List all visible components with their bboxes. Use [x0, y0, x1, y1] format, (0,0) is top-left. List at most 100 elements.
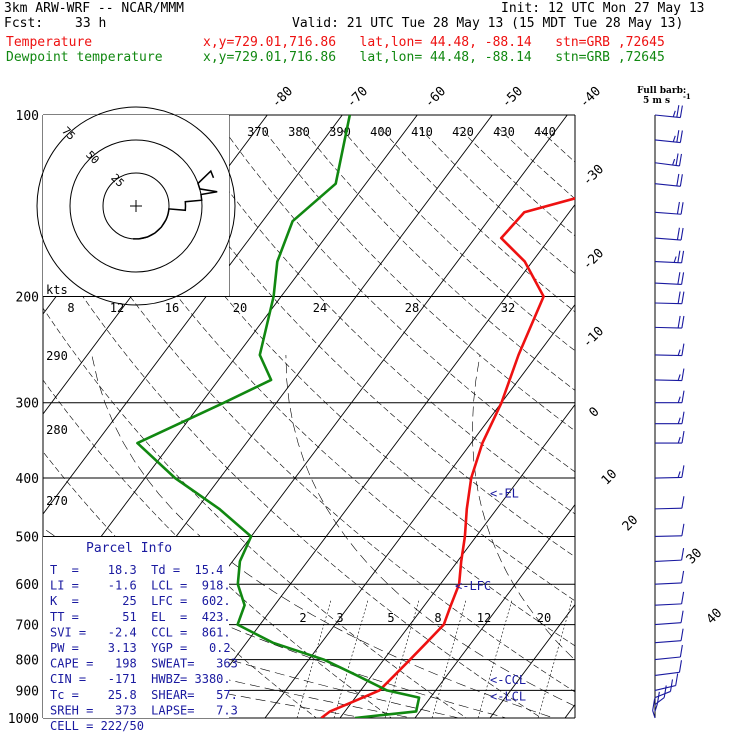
- wind-barb-staff: [654, 211, 682, 215]
- wind-barb-flag: [677, 396, 681, 403]
- wind-barb-flag: [677, 436, 681, 444]
- wind-barb-staff: [654, 690, 671, 699]
- pressure-tick-label: 800: [16, 654, 39, 669]
- wind-barb-staff: [654, 507, 682, 510]
- theta-label: 280: [46, 423, 68, 437]
- isotherm-line: [339, 403, 575, 718]
- level-marker: <-EL: [490, 487, 519, 501]
- theta-label: 270: [46, 494, 68, 508]
- wind-barb-staff: [652, 710, 656, 719]
- wind-barb-flag: [681, 465, 685, 478]
- wind-barb-flag: [680, 628, 684, 641]
- forecast-label: Fcst:: [4, 16, 44, 31]
- wind-scale-label: 8: [67, 301, 74, 315]
- wind-barb-flag: [677, 291, 681, 304]
- parcel-info-row: CELL = 222/50: [50, 719, 144, 733]
- dry-adiabat: [143, 127, 575, 558]
- wind-barb-staff: [654, 703, 658, 712]
- parcel-info-row: TT = 51 EL = 423.: [50, 610, 231, 624]
- dry-adiabat: [182, 127, 575, 515]
- full-barb-label: Full barb:: [637, 86, 686, 96]
- wind-barb-flag: [681, 570, 685, 584]
- wind-barb-flag: [677, 417, 681, 424]
- hodograph-trace: [133, 169, 218, 240]
- temperature-location: x,y=729.01,716.86 lat,lon= 44.48, -88.14…: [203, 35, 665, 50]
- wind-barb-staff: [654, 114, 681, 119]
- wind-scale-label: 32: [501, 301, 515, 315]
- level-marker: <-CCL: [490, 673, 526, 687]
- wind-barb-flag: [676, 130, 680, 143]
- parcel-info-background: [43, 537, 229, 718]
- wind-barb-flag: [681, 291, 685, 304]
- wind-barb-flag: [677, 374, 681, 381]
- wind-scale-label: 24: [313, 301, 327, 315]
- dry-adiabat: [261, 127, 575, 432]
- wind-barb-staff: [654, 535, 682, 538]
- wind-barb-staff: [654, 476, 682, 479]
- isotherm-line: [43, 115, 418, 615]
- parcel-info-row: CIN = -171 HWBZ= 3380.: [50, 672, 231, 686]
- dewpoint-legend: Dewpoint temperature: [6, 50, 163, 65]
- full-barb-unit-exponent: -1: [683, 92, 691, 101]
- wind-barb-flag: [677, 250, 681, 263]
- wind-barb-flag: [681, 315, 685, 329]
- isotherm-label: -40: [577, 84, 604, 111]
- kts-label: kts: [46, 283, 68, 297]
- mixing-ratio-label: 3: [336, 611, 343, 625]
- mixing-ratio-label: 20: [537, 611, 551, 625]
- dry-adiabat: [734, 128, 740, 731]
- wind-barb-flag: [676, 227, 680, 240]
- wind-barb-flag: [677, 315, 681, 329]
- model-title: 3km ARW-WRF -- NCAR/MMM: [4, 1, 185, 16]
- parcel-info-row: PW = 3.13 YGP = 0.2: [50, 641, 231, 655]
- isotherm-line: [630, 87, 740, 730]
- wind-barb-staff: [654, 697, 665, 706]
- wind-barb-staff: [654, 603, 682, 606]
- wind-barb-flag: [672, 110, 676, 118]
- wind-barb-flag: [681, 430, 685, 444]
- parcel-info-title: Parcel Info: [86, 541, 172, 556]
- isotherm-label: -70: [344, 84, 371, 111]
- dry-adiabat: [300, 127, 575, 391]
- wind-scale-label: 28: [405, 301, 419, 315]
- wind-barb-flag: [676, 201, 680, 215]
- dry-adiabat: [104, 127, 575, 602]
- mixing-ratio-line: [431, 599, 467, 718]
- wind-barb-flag: [679, 174, 683, 187]
- dry-adiabat: [64, 127, 575, 647]
- moist-adiabat: [91, 354, 555, 718]
- hodograph-ring: [36, 106, 236, 306]
- mixing-ratio-line: [477, 599, 513, 718]
- pressure-tick-label: 500: [16, 530, 39, 545]
- theta-label: 440: [534, 125, 556, 139]
- wind-barb-flag: [680, 202, 684, 215]
- dry-adiabat: [695, 128, 740, 731]
- theta-label: 410: [411, 125, 433, 139]
- mixing-ratio-label: 5: [387, 611, 394, 625]
- isotherm-label: 20: [620, 513, 642, 535]
- isotherm-label: 10: [599, 467, 621, 489]
- pressure-tick-label: 200: [16, 291, 39, 306]
- wind-barb-flag: [678, 153, 683, 167]
- parcel-info-row: LI = -1.6 LCL = 918.: [50, 579, 231, 593]
- wind-barb-flag: [673, 256, 677, 263]
- wind-barb-flag: [681, 368, 685, 381]
- isotherm-line: [705, 87, 740, 730]
- isotherm-line: [189, 203, 575, 718]
- theta-label: 400: [370, 125, 392, 139]
- moist-adiabat: [43, 633, 414, 718]
- wind-barb-staff: [654, 139, 681, 144]
- dry-adiabat: [656, 128, 740, 731]
- isotherm-line: [43, 115, 343, 515]
- wind-barb-flag: [681, 548, 685, 561]
- moist-adiabat: [43, 656, 367, 718]
- wind-barb-flag: [680, 227, 684, 241]
- isotherm-label: 0: [586, 404, 602, 420]
- temperature-curve: [320, 196, 575, 718]
- wind-barb-flag: [679, 644, 683, 658]
- isotherm-label: -20: [580, 246, 607, 273]
- wind-barb-staff: [654, 302, 682, 305]
- wind-barb-flag: [681, 272, 685, 285]
- wind-barb-flag: [678, 660, 683, 673]
